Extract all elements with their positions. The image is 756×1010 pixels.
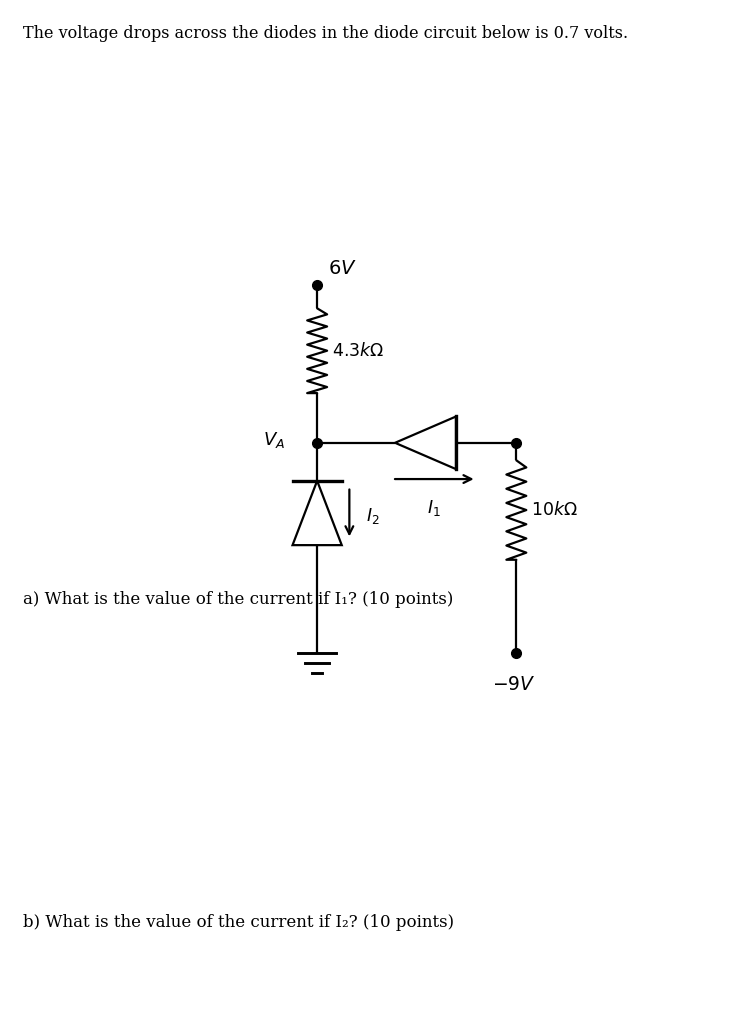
Text: a) What is the value of the current if I₁? (10 points): a) What is the value of the current if I… [23, 591, 453, 608]
Text: $6V$: $6V$ [327, 260, 357, 278]
Text: $4.3k\Omega$: $4.3k\Omega$ [332, 341, 384, 360]
Text: The voltage drops across the diodes in the diode circuit below is 0.7 volts.: The voltage drops across the diodes in t… [23, 25, 627, 42]
Text: $V_A$: $V_A$ [263, 430, 285, 449]
Text: b) What is the value of the current if I₂? (10 points): b) What is the value of the current if I… [23, 914, 454, 931]
Text: $10k\Omega$: $10k\Omega$ [531, 501, 578, 519]
Text: $I_2$: $I_2$ [366, 506, 380, 526]
Text: $-9V$: $-9V$ [491, 676, 535, 694]
Text: $I_1$: $I_1$ [427, 498, 442, 518]
